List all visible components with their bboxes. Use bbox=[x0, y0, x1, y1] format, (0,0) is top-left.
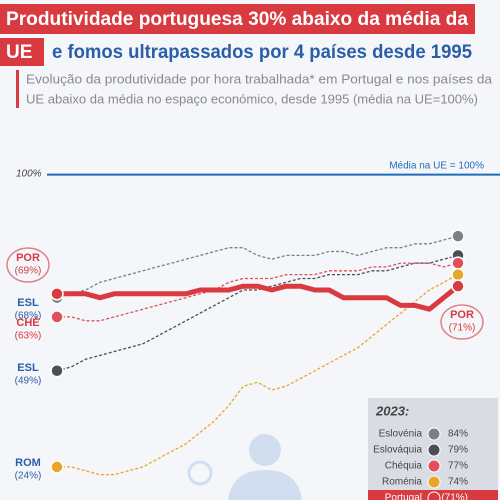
legend-flag bbox=[427, 475, 441, 489]
y-tick-label: 100% bbox=[16, 168, 42, 179]
end-code: POR bbox=[450, 309, 474, 321]
start-code: ROM bbox=[15, 457, 41, 469]
legend: Eslovénia 84% Eslováquia 79% Chéquia 77% Romén… bbox=[368, 427, 498, 500]
end-flag bbox=[451, 267, 465, 282]
start-code: ESL bbox=[17, 297, 39, 309]
legend-value: 84% bbox=[448, 429, 468, 440]
end-flag bbox=[451, 256, 465, 270]
title: Produtividade portuguesa 30% abaixo da m… bbox=[6, 9, 468, 30]
start-label: (24%) bbox=[15, 471, 42, 482]
label-circle bbox=[440, 304, 484, 340]
legend-value: 79% bbox=[448, 445, 468, 456]
title-bg bbox=[0, 38, 44, 66]
series-line bbox=[57, 283, 460, 312]
start-label: (63%) bbox=[15, 331, 42, 342]
end-flag bbox=[451, 229, 465, 243]
decorative-icons bbox=[187, 434, 302, 500]
start-flag bbox=[50, 310, 64, 324]
start-code: POR bbox=[16, 252, 40, 264]
series-line bbox=[56, 254, 459, 372]
start-label: (68%) bbox=[15, 311, 42, 322]
start-label: (49%) bbox=[15, 376, 42, 387]
start-label: (69%) bbox=[15, 266, 42, 277]
legend-name: Eslovénia bbox=[379, 429, 423, 440]
series-line bbox=[56, 235, 459, 299]
legend-name: Eslováquia bbox=[373, 445, 422, 456]
start-code: ESL bbox=[17, 362, 39, 374]
title: UE bbox=[6, 42, 32, 63]
legend-name: Roménia bbox=[382, 477, 422, 488]
subtitle: Evolução da produtividade por hora traba… bbox=[26, 72, 492, 86]
legend-name: Portugal bbox=[385, 493, 422, 500]
legend-flag bbox=[427, 459, 441, 473]
title-bg bbox=[0, 4, 475, 34]
legend-value: (71%) bbox=[441, 493, 468, 500]
title: e fomos ultrapassados por 4 países desde… bbox=[52, 42, 472, 63]
reference-label: Média na UE = 100% bbox=[389, 160, 484, 171]
subtitle-bar bbox=[16, 70, 19, 108]
legend-flag bbox=[427, 427, 441, 441]
plot: 100% Média na UE = 100% ESL (68%) ESL (49%) CH… bbox=[6, 160, 500, 482]
start-flag bbox=[50, 287, 64, 301]
label-circle bbox=[6, 247, 50, 283]
series-line bbox=[57, 262, 459, 322]
end-label: (71%) bbox=[449, 323, 476, 334]
legend-title: 2023: bbox=[375, 403, 409, 418]
legend-flag bbox=[427, 491, 441, 500]
start-flag bbox=[50, 460, 64, 474]
subtitle: UE abaixo da média no espaço económico, … bbox=[26, 92, 478, 106]
start-code: CHÉ bbox=[16, 316, 39, 329]
legend-name: Chéquia bbox=[385, 461, 423, 472]
legend-value: 77% bbox=[448, 461, 468, 472]
legend-flag bbox=[427, 443, 441, 457]
start-flag bbox=[50, 364, 64, 378]
legend-value: 74% bbox=[448, 477, 468, 488]
end-flag bbox=[451, 279, 465, 293]
